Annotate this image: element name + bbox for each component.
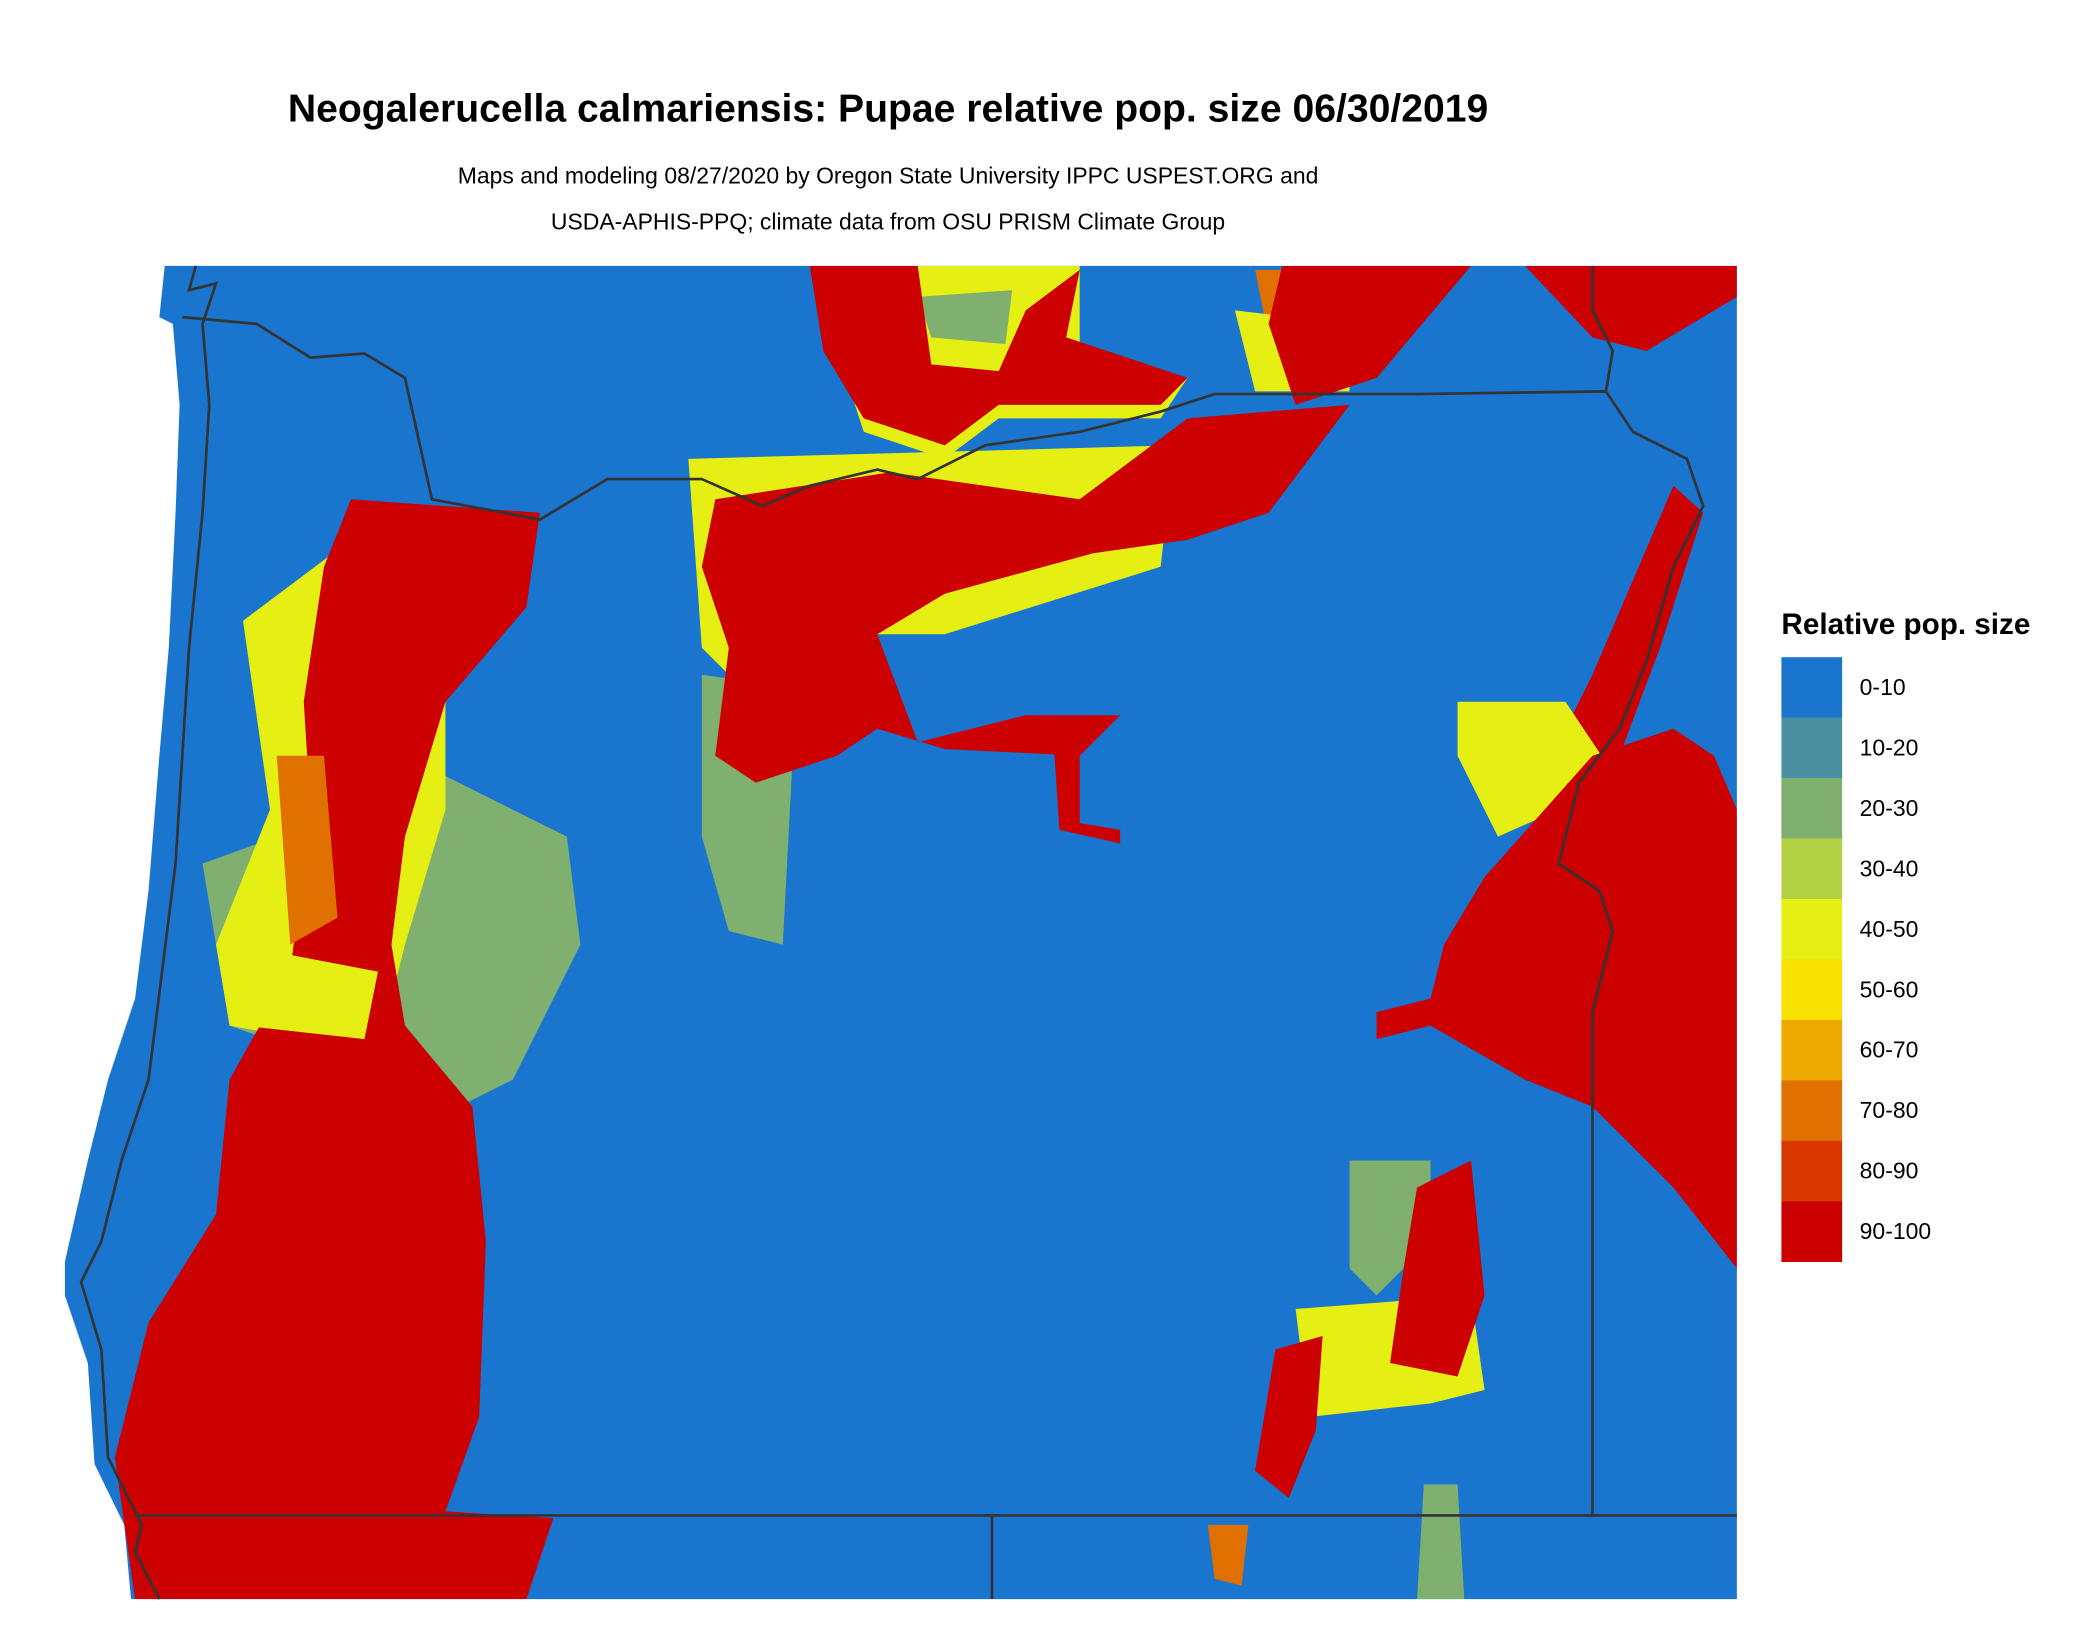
legend-swatch-70-80	[1781, 1080, 1843, 1142]
legend-swatch-90-100	[1781, 1201, 1843, 1263]
legend-swatch-0-10	[1781, 657, 1843, 718]
boundary-lines	[79, 265, 1737, 1600]
region-red-north	[809, 265, 1188, 446]
map-subtitle-line1: Maps and modeling 08/27/2020 by Oregon S…	[458, 163, 1319, 189]
region-orange-south	[1207, 1524, 1249, 1586]
legend-label: 40-50	[1860, 916, 1919, 942]
region-red-southeast	[1390, 1160, 1485, 1377]
legend-title: Relative pop. size	[1781, 608, 2030, 641]
region-red-south	[1255, 1335, 1323, 1498]
legend: Relative pop. size 0-10 10-20 20-30 30-40 40…	[1781, 608, 2030, 1263]
legend-label: 0-10	[1860, 674, 1906, 700]
legend-label: 90-100	[1860, 1218, 1931, 1244]
region-red-spur	[1052, 728, 1121, 844]
legend-swatch-10-20	[1781, 717, 1843, 779]
region-green-south	[1417, 1484, 1465, 1600]
region-red-central	[701, 404, 1350, 783]
legend-label: 20-30	[1860, 795, 1919, 821]
map-panel	[64, 265, 1737, 1600]
legend-label: 70-80	[1860, 1097, 1919, 1123]
region-high-red-west	[114, 499, 554, 1600]
legend-label: 80-90	[1860, 1158, 1919, 1184]
region-red-northeast	[1268, 265, 1472, 405]
legend-swatch-60-70	[1781, 1019, 1843, 1081]
region-green-north	[917, 290, 1013, 345]
columbia-river	[182, 315, 1705, 1516]
state-border-idaho-north	[1591, 265, 1615, 392]
legend-swatch-40-50	[1781, 899, 1843, 960]
legend-label: 50-60	[1860, 976, 1919, 1002]
coastline	[79, 265, 219, 1600]
legend-swatch-20-30	[1781, 778, 1843, 839]
legend-swatch-50-60	[1781, 959, 1843, 1021]
region-red-northeast-2	[1525, 265, 1737, 351]
map-subtitle-line2: USDA-APHIS-PPQ; climate data from OSU PR…	[551, 208, 1225, 234]
region-red-northeast-oregon	[1376, 728, 1737, 1269]
legend-swatch-30-40	[1781, 838, 1843, 900]
legend-swatch-80-90	[1781, 1140, 1843, 1202]
region-orange-west	[276, 755, 338, 945]
region-yellow-east	[1457, 701, 1620, 837]
legend-label: 10-20	[1860, 734, 1919, 760]
legend-label: 60-70	[1860, 1037, 1919, 1063]
map-title: Neogalerucella calmariensis: Pupae relat…	[288, 87, 1488, 130]
region-yellow-west-2	[236, 944, 378, 1040]
legend-label: 30-40	[1860, 855, 1919, 881]
